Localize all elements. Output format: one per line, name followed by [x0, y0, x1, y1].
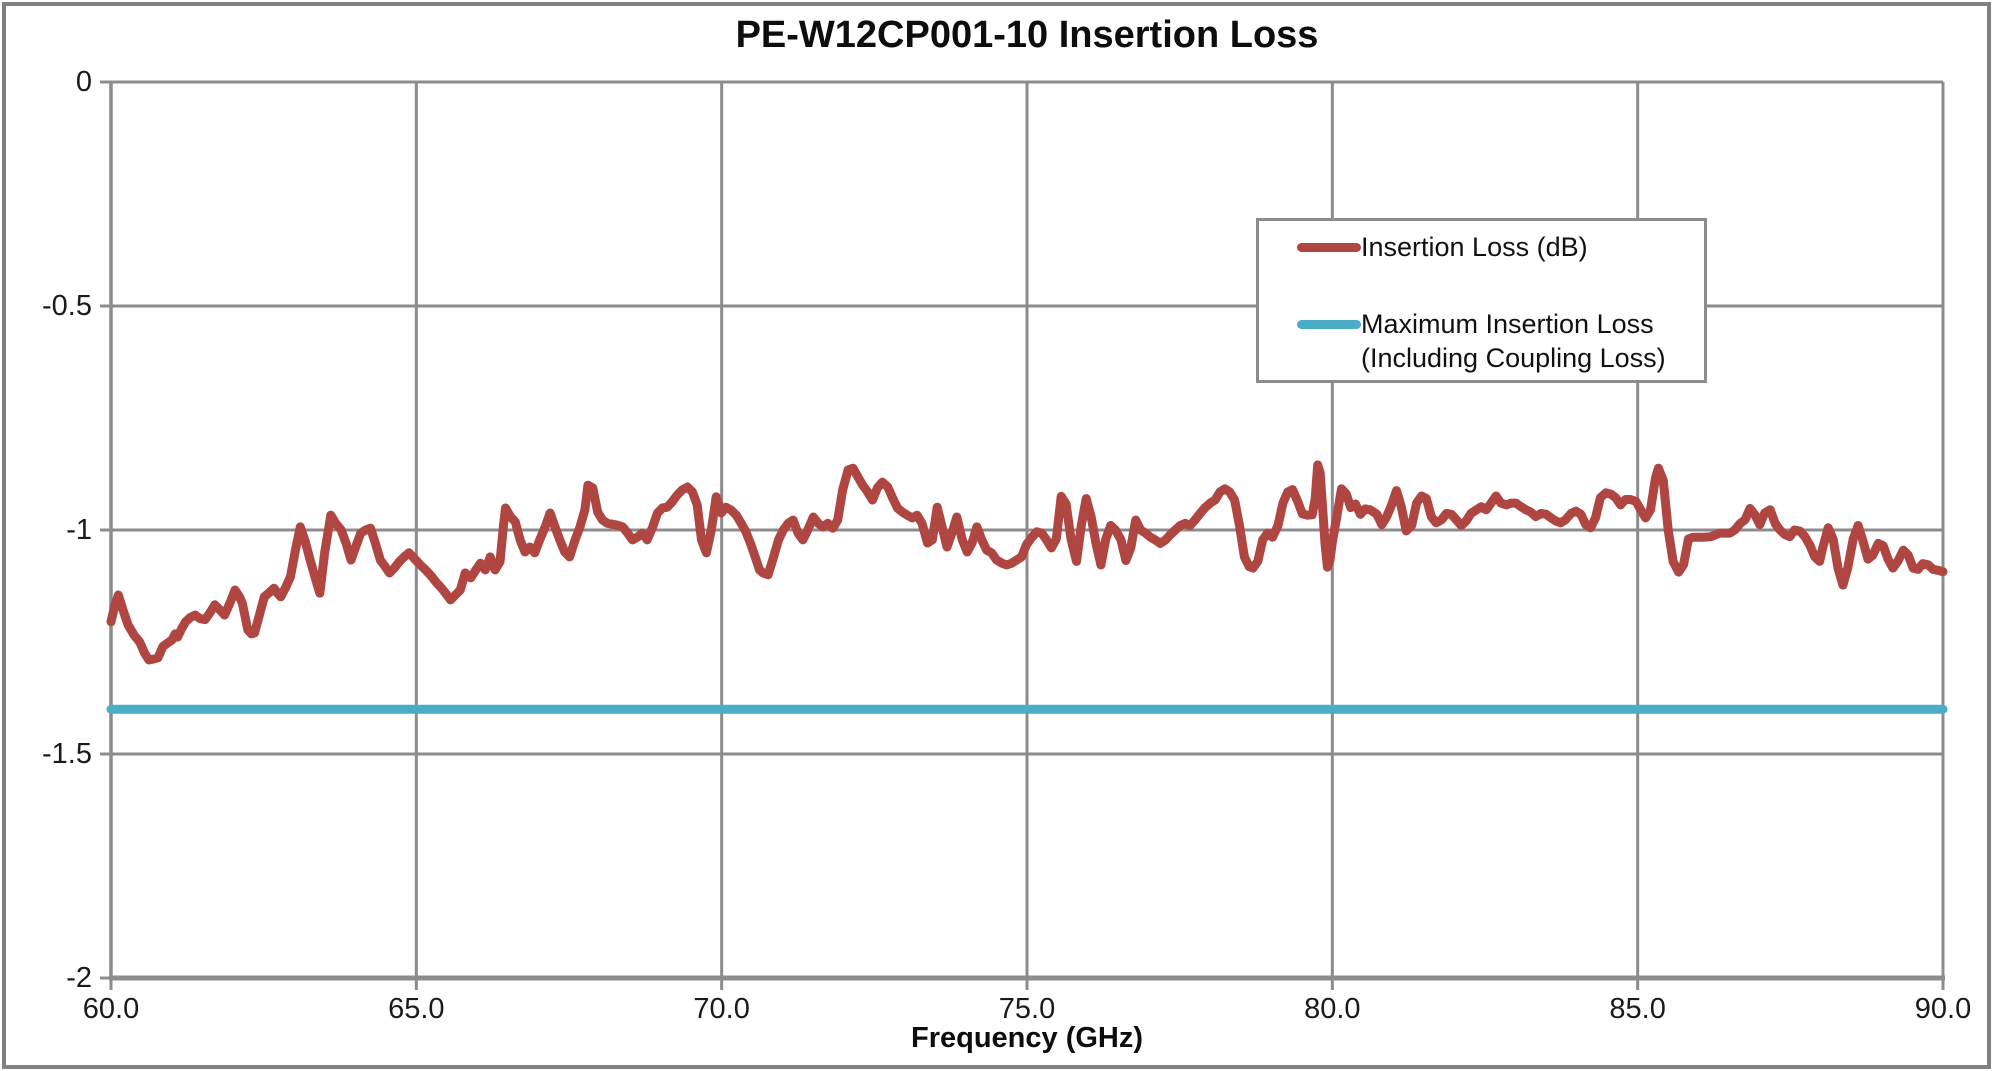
y-tick-label: -1: [66, 514, 92, 546]
legend-line-sample-insertion-loss: [1297, 243, 1361, 252]
legend-entry-insertion-loss: Insertion Loss (dB): [1297, 230, 1588, 264]
x-tick-label: 80.0: [1304, 993, 1361, 1025]
x-tick-label: 70.0: [693, 993, 750, 1025]
legend-label-insertion-loss: Insertion Loss (dB): [1361, 232, 1588, 262]
legend-label-max-line-2: (Including Coupling Loss): [1361, 343, 1666, 373]
y-tick-label: -0.5: [42, 290, 92, 322]
y-tick-label: -1.5: [42, 738, 92, 770]
chart-title: PE-W12CP001-10 Insertion Loss: [735, 14, 1319, 56]
legend-line-sample-max-insertion-loss: [1297, 320, 1361, 329]
legend-label-max-insertion-loss: Maximum Insertion Loss (Including Coupli…: [1361, 307, 1666, 375]
insertion-loss-line: [106, 460, 1948, 665]
legend-entry-max-insertion-loss: Maximum Insertion Loss (Including Coupli…: [1297, 307, 1666, 375]
x-tick-label: 85.0: [1609, 993, 1666, 1025]
x-tick-label: 90.0: [1914, 993, 1972, 1025]
x-tick-label: 60.0: [82, 993, 140, 1025]
legend-label-max-line-1: Maximum Insertion Loss: [1361, 309, 1654, 339]
legend: Insertion Loss (dB) Maximum Insertion Lo…: [1256, 218, 1707, 383]
x-tick-label: 65.0: [388, 993, 445, 1025]
x-axis-title: Frequency (GHz): [910, 1022, 1144, 1054]
x-tick-label: 75.0: [998, 993, 1056, 1025]
y-tick-label: 0: [75, 66, 92, 98]
y-tick-label: -2: [66, 962, 92, 994]
